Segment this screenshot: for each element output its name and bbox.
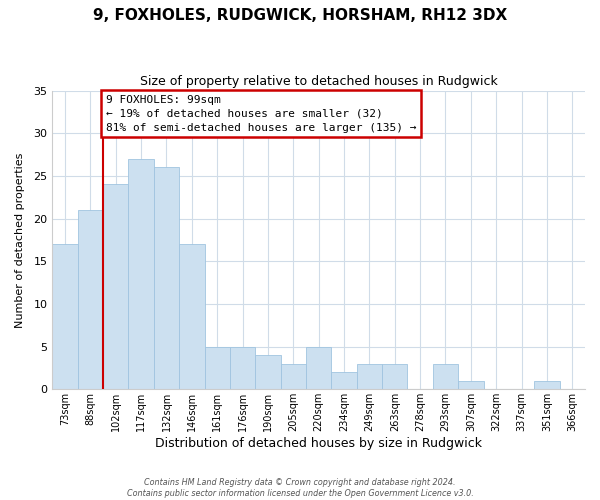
Y-axis label: Number of detached properties: Number of detached properties xyxy=(15,152,25,328)
Bar xyxy=(128,159,154,390)
Bar xyxy=(534,381,560,390)
Bar xyxy=(230,346,255,390)
X-axis label: Distribution of detached houses by size in Rudgwick: Distribution of detached houses by size … xyxy=(155,437,482,450)
Bar xyxy=(205,346,230,390)
Bar xyxy=(331,372,357,390)
Bar xyxy=(103,184,128,390)
Text: 9, FOXHOLES, RUDGWICK, HORSHAM, RH12 3DX: 9, FOXHOLES, RUDGWICK, HORSHAM, RH12 3DX xyxy=(93,8,507,22)
Title: Size of property relative to detached houses in Rudgwick: Size of property relative to detached ho… xyxy=(140,75,497,88)
Bar xyxy=(433,364,458,390)
Text: 9 FOXHOLES: 99sqm
← 19% of detached houses are smaller (32)
81% of semi-detached: 9 FOXHOLES: 99sqm ← 19% of detached hous… xyxy=(106,95,416,133)
Bar xyxy=(77,210,103,390)
Bar xyxy=(458,381,484,390)
Bar xyxy=(52,244,77,390)
Bar xyxy=(382,364,407,390)
Bar xyxy=(179,244,205,390)
Bar xyxy=(306,346,331,390)
Bar xyxy=(255,355,281,390)
Bar xyxy=(154,168,179,390)
Bar xyxy=(281,364,306,390)
Text: Contains HM Land Registry data © Crown copyright and database right 2024.
Contai: Contains HM Land Registry data © Crown c… xyxy=(127,478,473,498)
Bar xyxy=(357,364,382,390)
